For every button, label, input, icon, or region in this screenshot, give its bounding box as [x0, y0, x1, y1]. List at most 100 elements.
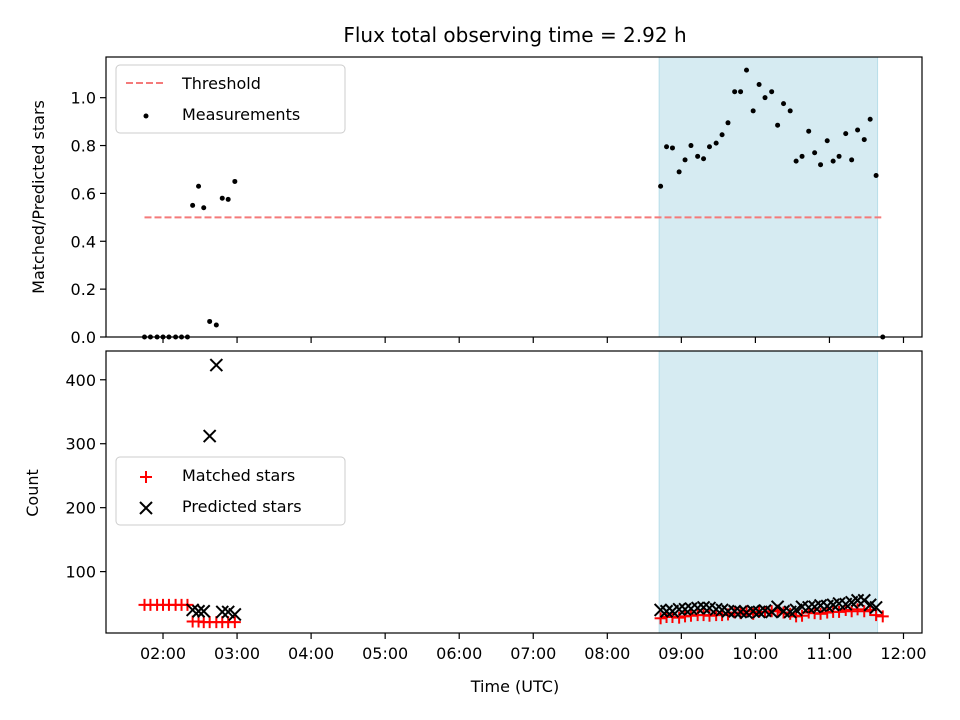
bottom-y-axis-label: Count	[23, 469, 42, 517]
x-tick-label: 11:00	[806, 644, 852, 663]
measurement-point	[750, 108, 756, 114]
matched-star-marker	[839, 603, 852, 616]
measurement-point	[701, 156, 707, 162]
top-y-axis-label: Matched/Predicted stars	[29, 100, 48, 294]
measurement-point	[738, 89, 744, 95]
predicted-star-marker	[659, 604, 674, 618]
measurement-point	[201, 205, 207, 211]
predicted-star-marker	[197, 604, 211, 618]
y-tick-label: 400	[65, 371, 96, 390]
shaded-observing-span	[658, 56, 879, 338]
chart-title: Flux total observing time = 2.92 h	[343, 23, 686, 47]
predicted-star-marker	[672, 602, 686, 617]
measurement-point	[695, 153, 701, 159]
bottom-legend-box	[115, 456, 346, 526]
x-tick-label: 05:00	[362, 644, 408, 663]
measurement-point	[867, 116, 873, 122]
top-x-ticks	[162, 337, 905, 343]
predicted-star-marker	[228, 607, 242, 622]
predicted-star-marker	[678, 602, 692, 617]
top-y-ticks: 0.0 0.2 0.4 0.6 0.8 1.0	[71, 89, 106, 347]
x-axis-label: Time (UTC)	[470, 677, 559, 696]
measurement-point	[849, 157, 855, 163]
measurement-point	[190, 202, 196, 208]
matched-star-marker	[228, 616, 241, 629]
top-legend-box	[115, 64, 346, 134]
measurement-point	[669, 145, 675, 151]
y-tick-label: 0.0	[71, 328, 96, 347]
shaded-observing-span	[658, 350, 879, 634]
measurement-point	[219, 195, 225, 201]
predicted-star-marker	[746, 604, 760, 618]
measurement-point	[855, 127, 861, 133]
predicted-star-marker	[690, 601, 705, 615]
measurement-point	[719, 132, 725, 138]
measurement-point	[658, 183, 664, 189]
legend-measurements-swatch	[143, 113, 149, 119]
measurement-point	[725, 120, 731, 126]
predicted-star-marker	[727, 604, 742, 618]
measurement-point	[706, 144, 712, 150]
x-tick-label: 08:00	[584, 644, 630, 663]
bottom-axes-frame	[105, 350, 923, 634]
measurement-point	[873, 172, 879, 178]
predicted-star-marker	[802, 600, 816, 615]
x-tick-label: 02:00	[140, 644, 186, 663]
y-tick-label: 0.4	[71, 232, 96, 251]
measurement-point	[775, 122, 781, 128]
legend-threshold-label: Threshold	[181, 74, 261, 93]
legend-predicted-label: Predicted stars	[182, 497, 302, 516]
predicted-star-marker	[209, 358, 224, 372]
predicted-star-marker	[709, 602, 723, 617]
matched-star-marker	[654, 612, 667, 625]
y-tick-label: 200	[65, 499, 96, 518]
bottom-panel: 100 200 300 400 02:00 03:00 04:00 05:00 06:00 07…	[23, 350, 927, 696]
measurement-point	[818, 162, 824, 168]
axes-frame	[105, 56, 923, 338]
x-tick-label: 07:00	[510, 644, 556, 663]
y-tick-label: 300	[65, 435, 96, 454]
top-axes-frame	[105, 56, 923, 338]
bottom-x-ticks: 02:00 03:00 04:00 05:00 06:00 07:00 08:00 09:00…	[140, 633, 927, 663]
predicted-star-marker	[869, 600, 883, 615]
matched-star-marker	[858, 605, 871, 618]
matched-star-marker	[876, 610, 889, 623]
measurement-point	[836, 153, 842, 159]
measurement-point	[793, 158, 799, 164]
measurement-point	[732, 89, 738, 95]
measurement-point	[664, 144, 670, 150]
x-tick-label: 09:00	[658, 644, 704, 663]
measurement-point	[769, 89, 775, 95]
measurement-point	[756, 82, 762, 88]
y-tick-label: 0.2	[71, 280, 96, 299]
predicted-star-marker	[696, 600, 711, 615]
predicted-star-marker	[215, 605, 229, 619]
bottom-legend: Matched stars Predicted stars	[115, 456, 346, 526]
axes-frame	[105, 350, 923, 634]
top-legend: Threshold Measurements	[115, 64, 346, 134]
x-tick-label: 03:00	[214, 644, 260, 663]
predicted-star-marker	[202, 429, 217, 443]
measurement-point	[225, 196, 231, 202]
measurement-point	[787, 108, 793, 114]
x-tick-label: 04:00	[288, 644, 334, 663]
bottom-y-ticks: 100 200 300 400	[65, 371, 106, 582]
predicted-star-marker	[770, 600, 785, 614]
top-shaded-span	[658, 56, 879, 338]
measurement-point	[232, 178, 238, 184]
y-tick-label: 0.6	[71, 184, 96, 203]
matched-star-marker	[673, 611, 686, 624]
measurement-point	[713, 140, 719, 146]
legend-predicted-swatch	[139, 501, 153, 515]
measurement-point	[812, 150, 818, 156]
predicted-star-markers	[185, 358, 883, 622]
matched-star-marker	[814, 607, 827, 620]
bottom-shaded-span	[658, 350, 879, 634]
predicted-star-marker	[733, 605, 748, 619]
y-tick-label: 100	[65, 563, 96, 582]
measurement-point	[843, 131, 849, 137]
predicted-star-marker	[857, 593, 871, 608]
y-tick-label: 0.8	[71, 137, 96, 156]
predicted-star-marker	[191, 604, 206, 618]
